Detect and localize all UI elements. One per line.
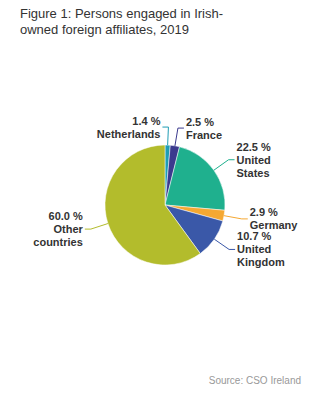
category-label: France (186, 129, 222, 141)
category-label: UnitedKingdom (237, 243, 285, 268)
leader-line (175, 128, 184, 146)
data-label: 2.5 % (186, 116, 214, 128)
data-label: 22.5 % (237, 141, 271, 153)
leader-line (214, 239, 235, 249)
category-label: Othercountries (33, 223, 83, 248)
leader-line (85, 224, 108, 230)
source: Source: CSO Ireland (209, 375, 301, 386)
data-label: 10.7 % (237, 230, 271, 242)
data-label: 2.9 % (250, 206, 278, 218)
leader-line (214, 160, 235, 170)
title: Figure 1: Persons engaged in Irish-owned… (20, 6, 223, 37)
category-label: UnitedStates (237, 154, 271, 179)
data-label: 60.0 % (49, 210, 83, 222)
data-label: 1.4 % (132, 115, 160, 127)
leader-line (224, 216, 248, 219)
chart: Figure 1: Persons engaged in Irish-owned… (0, 0, 309, 393)
pie-slice (165, 147, 225, 210)
labels: 1.4 %Netherlands 2.5 %France 22.5 %UnitedS… (33, 115, 298, 269)
pie-slice (105, 145, 200, 265)
pie (105, 145, 225, 265)
category-label: Netherlands (97, 128, 161, 140)
leader-line (162, 127, 168, 145)
